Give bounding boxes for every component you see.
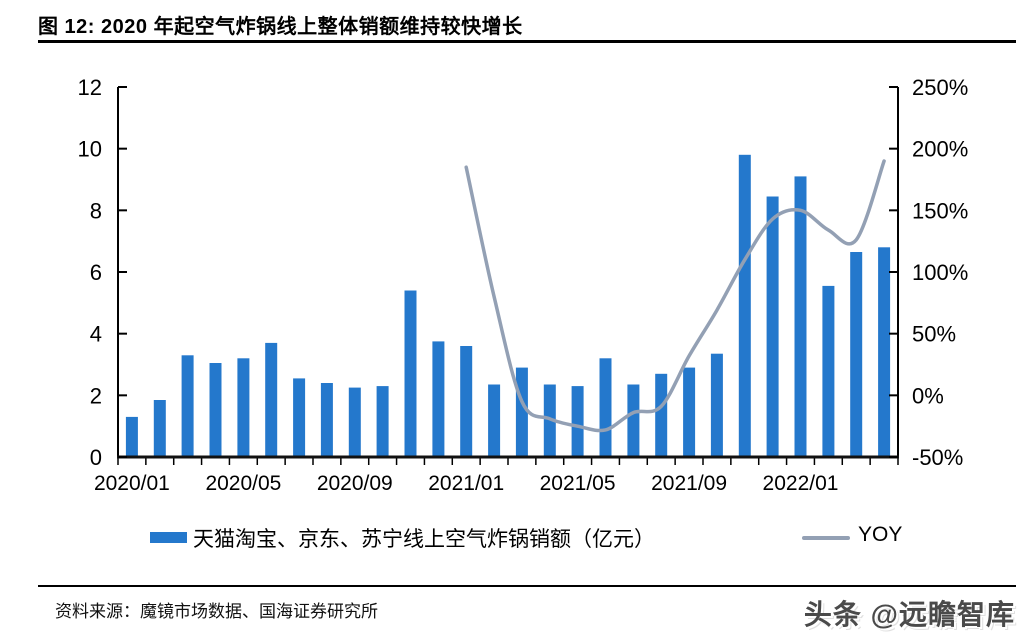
figure-title: 图 12: 2020 年起空气炸锅线上整体销额维持较快增长 [38,16,523,38]
svg-text:0%: 0% [912,383,944,408]
axes: 0 2 4 6 8 10 12 -50% 0% 50% 100% 150% 200% 250% 2020/0… [78,75,969,495]
svg-text:6: 6 [90,260,102,285]
svg-text:2: 2 [90,383,102,408]
svg-text:2020/05: 2020/05 [205,472,281,495]
svg-text:10: 10 [78,137,102,162]
legend-line-label: YOY [858,523,903,546]
source-text: 资料来源：魔镜市场数据、国海证券研究所 [55,602,378,621]
svg-text:2021/09: 2021/09 [651,472,727,495]
svg-text:2021/01: 2021/01 [428,472,504,495]
svg-text:2020/09: 2020/09 [317,472,393,495]
legend-line-swatch [802,536,850,540]
chart-legend: 天猫淘宝、京东、苏宁线上空气炸锅销额（亿元） YOY [0,520,1031,554]
svg-text:250%: 250% [912,75,968,100]
svg-text:2020/01: 2020/01 [94,472,170,495]
watermark-text: 头条 @远瞻智库 [803,599,1015,630]
svg-text:4: 4 [90,322,102,347]
svg-text:2021/05: 2021/05 [540,472,616,495]
svg-text:12: 12 [78,75,102,100]
sales-bars [125,154,891,458]
yoy-line [464,159,886,433]
svg-text:50%: 50% [912,322,956,347]
footer-divider [38,585,1016,587]
legend-bar-swatch [150,532,187,543]
legend-bar-label: 天猫淘宝、京东、苏宁线上空气炸锅销额（亿元） [193,528,655,551]
svg-text:-50%: -50% [912,445,963,470]
chart-canvas: 0 2 4 6 8 10 12 -50% 0% 50% 100% 150% 200% 250% 2020/0… [78,75,969,495]
svg-text:200%: 200% [912,137,968,162]
title-underline [38,40,1016,43]
svg-text:0: 0 [90,445,102,470]
svg-text:100%: 100% [912,260,968,285]
svg-text:150%: 150% [912,198,968,223]
svg-text:2022/01: 2022/01 [763,472,839,495]
svg-text:8: 8 [90,198,102,223]
